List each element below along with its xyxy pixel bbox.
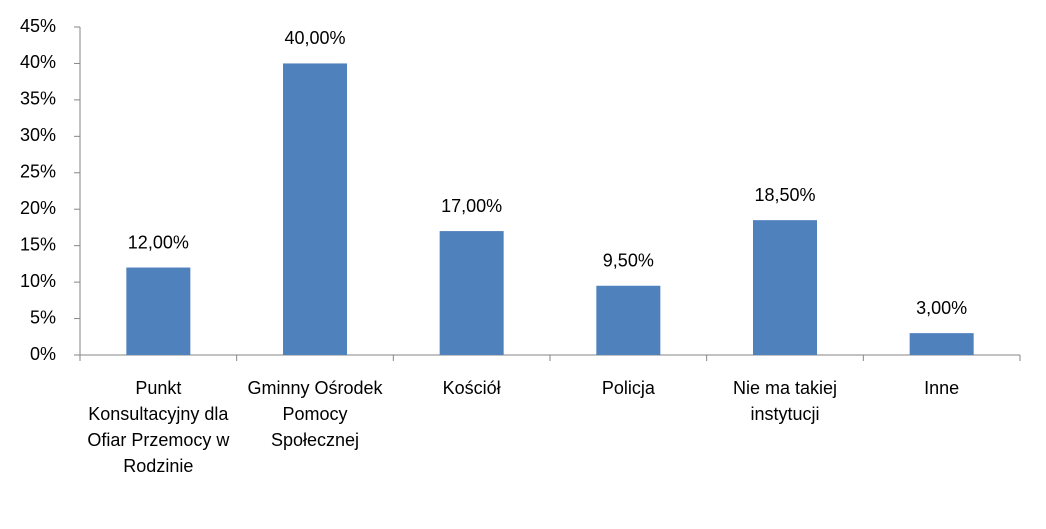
y-tick-label: 10%	[20, 271, 56, 291]
x-tick-label: Nie ma takiej instytucji	[732, 378, 838, 424]
value-label: 12,00%	[128, 232, 189, 252]
y-tick-label: 30%	[20, 125, 56, 145]
y-tick-label: 45%	[20, 16, 56, 36]
bar	[596, 285, 661, 355]
value-label: 18,50%	[754, 185, 815, 205]
x-tick-label: Inne	[924, 378, 960, 398]
y-tick-label: 0%	[30, 344, 56, 364]
value-label: 3,00%	[916, 298, 967, 318]
y-tick-label: 15%	[20, 234, 56, 254]
x-tick-label: Policja	[601, 378, 655, 398]
y-tick-label: 35%	[20, 89, 56, 109]
y-tick-label: 5%	[30, 307, 56, 327]
y-tick-label: 25%	[20, 162, 56, 182]
value-label: 17,00%	[441, 196, 502, 216]
value-label: 9,50%	[603, 251, 654, 271]
y-tick-label: 20%	[20, 198, 56, 218]
x-tick-label: Punkt Konsultacyjny dla Ofiar Przemocy w…	[87, 378, 230, 476]
bar	[753, 220, 817, 355]
bar	[909, 333, 974, 355]
bar	[439, 231, 504, 355]
bar	[283, 63, 347, 355]
x-tick-label: Gminny Ośrodek Pomocy Społecznej	[247, 378, 383, 450]
bar	[126, 267, 191, 355]
x-tick-label: Kościół	[442, 378, 501, 398]
y-tick-label: 40%	[20, 52, 56, 72]
value-label: 40,00%	[284, 28, 345, 48]
